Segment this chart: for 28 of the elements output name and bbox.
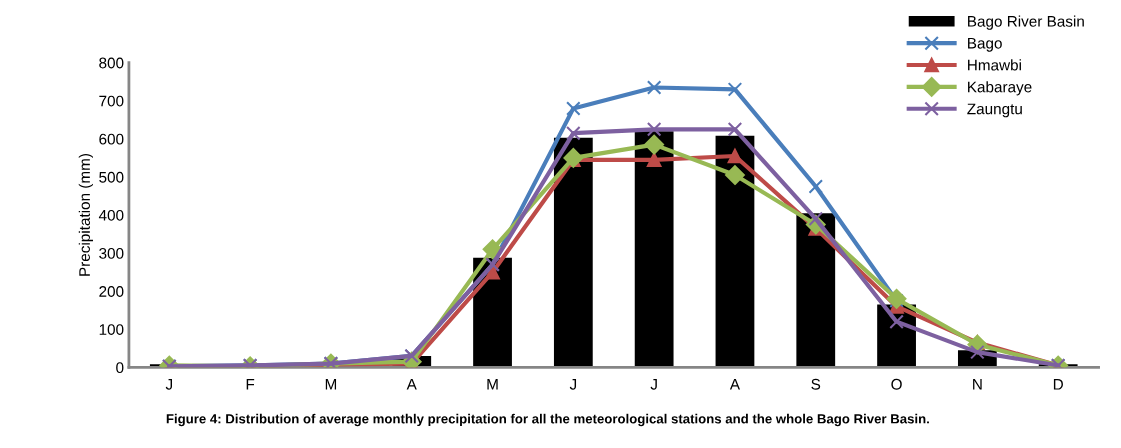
x-tick-label: J [569,379,577,390]
y-tick-label: 700 [99,95,124,107]
caption: Figure 4: Distribution of average monthly precipitation for all the meteorological stations and the whole Bago River Basin. [166,413,929,427]
x-tick-label: M [325,379,337,390]
x-tick-label: M [487,379,498,390]
y-axis-title: Precipitation (mm) [78,154,94,276]
y-tick-label: 600 [99,133,124,145]
y-tick-label: 0 [116,362,124,374]
x-tick-label: D [1053,379,1063,390]
y-tick-label: 300 [99,247,124,259]
x-tick-label: O [891,378,902,390]
y-tick-label: 400 [98,209,124,221]
x-tick-label: F [246,379,255,390]
x-tick-label: A [729,379,741,390]
y-tick-label: 500 [99,171,124,183]
legend-label: Zaungtu [967,103,1022,118]
legend-label: Kabaraye [968,81,1032,96]
x-tick-label: A [406,379,417,390]
x-tick-label: N [973,379,982,390]
x-tick-label: S [811,378,821,390]
legend-label: Bago [968,37,1002,52]
x-tick-label: J [165,379,172,390]
y-tick-label: 100 [99,324,124,335]
y-tick-label: 200 [99,286,124,297]
y-tick-label: 800 [99,57,124,69]
x-tick-label: J [650,379,657,390]
legend-label: Hmawbi [968,59,1021,71]
legend-label: Bago River Basin [968,15,1084,30]
